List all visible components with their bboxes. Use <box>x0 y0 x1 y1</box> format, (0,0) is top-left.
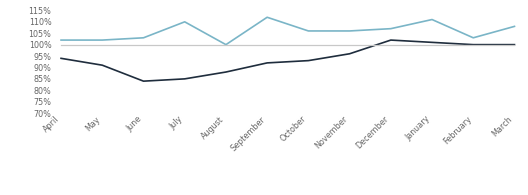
21/22 <box>182 21 188 23</box>
100% <box>470 43 476 46</box>
21/22 <box>140 37 147 39</box>
20/21 <box>182 78 188 80</box>
20/21 <box>305 59 312 62</box>
21/22 <box>223 43 229 46</box>
21/22 <box>58 39 64 41</box>
100% <box>346 43 353 46</box>
21/22 <box>305 30 312 32</box>
21/22 <box>429 18 435 21</box>
20/21 <box>388 39 394 41</box>
20/21 <box>223 71 229 73</box>
100% <box>305 43 312 46</box>
20/21 <box>140 80 147 82</box>
21/22 <box>388 27 394 30</box>
20/21 <box>58 57 64 59</box>
20/21 <box>346 53 353 55</box>
21/22 <box>346 30 353 32</box>
100% <box>429 43 435 46</box>
21/22 <box>470 37 476 39</box>
21/22 <box>511 25 517 27</box>
100% <box>223 43 229 46</box>
20/21 <box>99 64 106 66</box>
100% <box>388 43 394 46</box>
21/22 <box>99 39 106 41</box>
100% <box>140 43 147 46</box>
21/22 <box>264 16 270 19</box>
20/21 <box>470 43 476 46</box>
100% <box>58 43 64 46</box>
20/21 <box>264 62 270 64</box>
Legend: 20/21, 21/22, 100%: 20/21, 21/22, 100% <box>58 194 237 195</box>
100% <box>511 43 517 46</box>
100% <box>264 43 270 46</box>
Line: 21/22: 21/22 <box>61 17 514 45</box>
100% <box>182 43 188 46</box>
20/21 <box>511 43 517 46</box>
100% <box>99 43 106 46</box>
20/21 <box>429 41 435 43</box>
Line: 20/21: 20/21 <box>61 40 514 81</box>
